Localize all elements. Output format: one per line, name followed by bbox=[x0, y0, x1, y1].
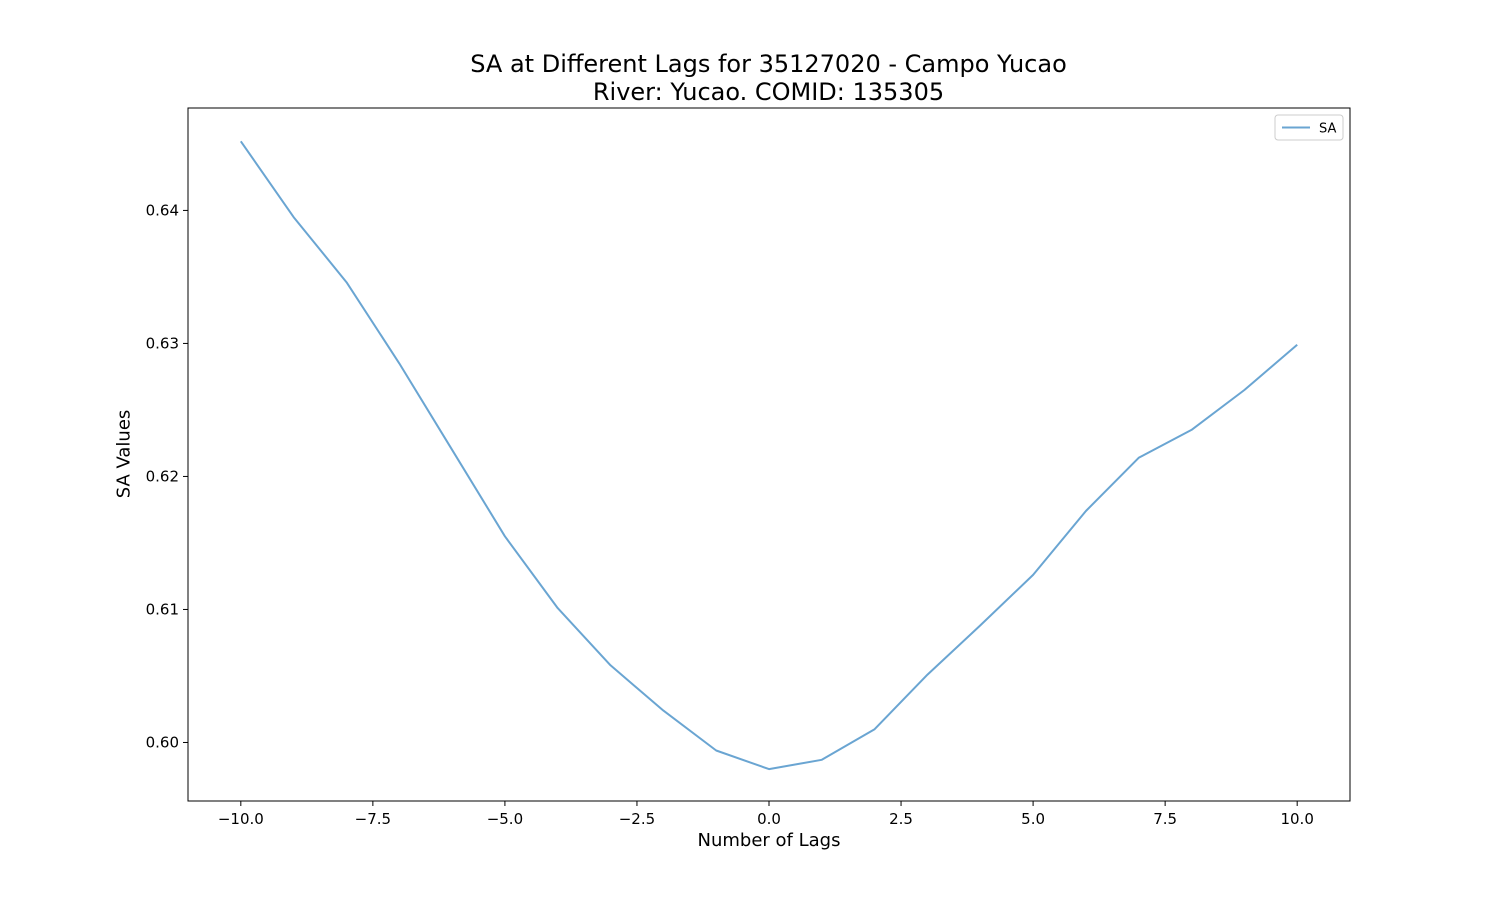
x-tick-label: 7.5 bbox=[1153, 810, 1177, 828]
y-axis-label: SA Values bbox=[113, 409, 135, 499]
x-tick-label: 0.0 bbox=[757, 810, 781, 828]
y-tick-label: 0.63 bbox=[146, 334, 179, 352]
x-tick-label: −5.0 bbox=[487, 810, 523, 828]
x-tick-label: −7.5 bbox=[355, 810, 391, 828]
legend-label: SA bbox=[1319, 122, 1336, 137]
x-axis-label: Number of Lags bbox=[697, 830, 841, 851]
plot-frame bbox=[187, 107, 1351, 802]
x-tick-label: 2.5 bbox=[889, 810, 913, 828]
chart-subtitle: River: Yucao. COMID: 135305 bbox=[592, 78, 945, 106]
series-line-sa bbox=[239, 140, 1298, 771]
x-tick-label: 10.0 bbox=[1280, 810, 1313, 828]
x-tick-label: −2.5 bbox=[619, 810, 655, 828]
x-tick-label: −10.0 bbox=[218, 810, 264, 828]
y-tick-label: 0.61 bbox=[146, 600, 179, 618]
y-tick-label: 0.60 bbox=[146, 733, 179, 751]
y-tick-label: 0.64 bbox=[146, 201, 179, 219]
y-tick-label: 0.62 bbox=[146, 467, 179, 485]
x-tick-label: 5.0 bbox=[1021, 810, 1045, 828]
chart-title: SA at Different Lags for 35127020 - Camp… bbox=[470, 50, 1067, 78]
